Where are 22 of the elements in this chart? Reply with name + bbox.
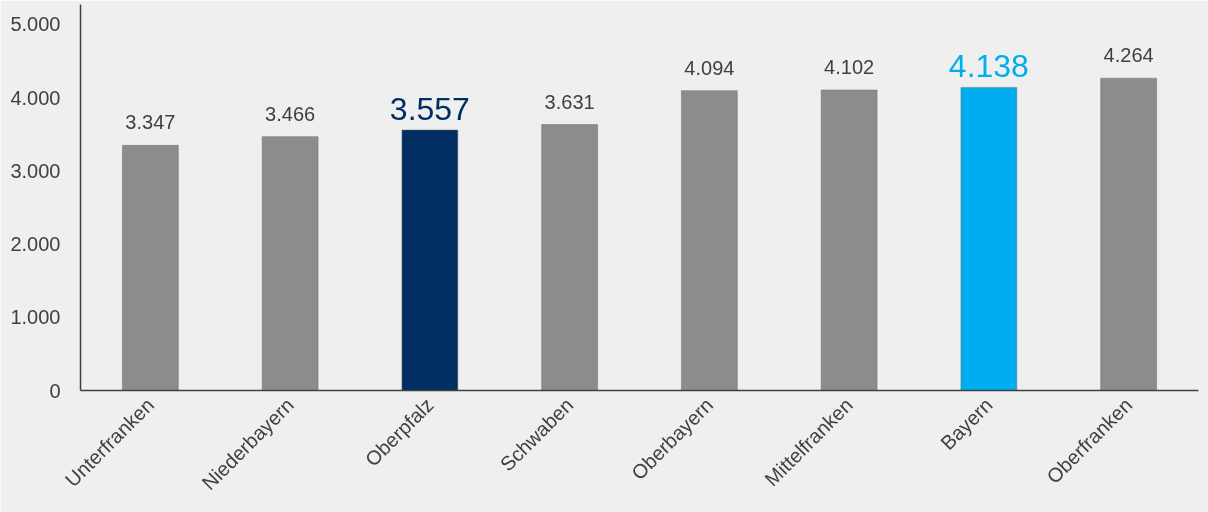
bar bbox=[401, 129, 459, 391]
bar bbox=[820, 89, 878, 391]
data-label: 3.347 bbox=[125, 111, 176, 134]
bar bbox=[122, 145, 179, 391]
data-label: 4.264 bbox=[1103, 44, 1154, 67]
y-tick-label: 3.000 bbox=[10, 159, 61, 182]
y-tick-label: 5.000 bbox=[10, 13, 61, 36]
y-tick-label: 0 bbox=[49, 379, 61, 402]
data-label: 4.094 bbox=[684, 56, 735, 79]
data-label: 4.102 bbox=[824, 56, 875, 79]
bar bbox=[681, 90, 738, 391]
data-label: 3.631 bbox=[544, 90, 595, 113]
y-tick-label: 4.000 bbox=[10, 86, 61, 109]
y-tick-label: 1.000 bbox=[10, 306, 61, 329]
data-label: 3.557 bbox=[389, 90, 470, 127]
bar bbox=[960, 87, 1018, 391]
y-tick-label: 2.000 bbox=[10, 233, 61, 256]
bar bbox=[1100, 77, 1157, 391]
data-label: 4.138 bbox=[948, 48, 1029, 85]
data-label: 3.466 bbox=[265, 102, 316, 125]
bar bbox=[261, 136, 319, 391]
bar bbox=[541, 124, 598, 391]
